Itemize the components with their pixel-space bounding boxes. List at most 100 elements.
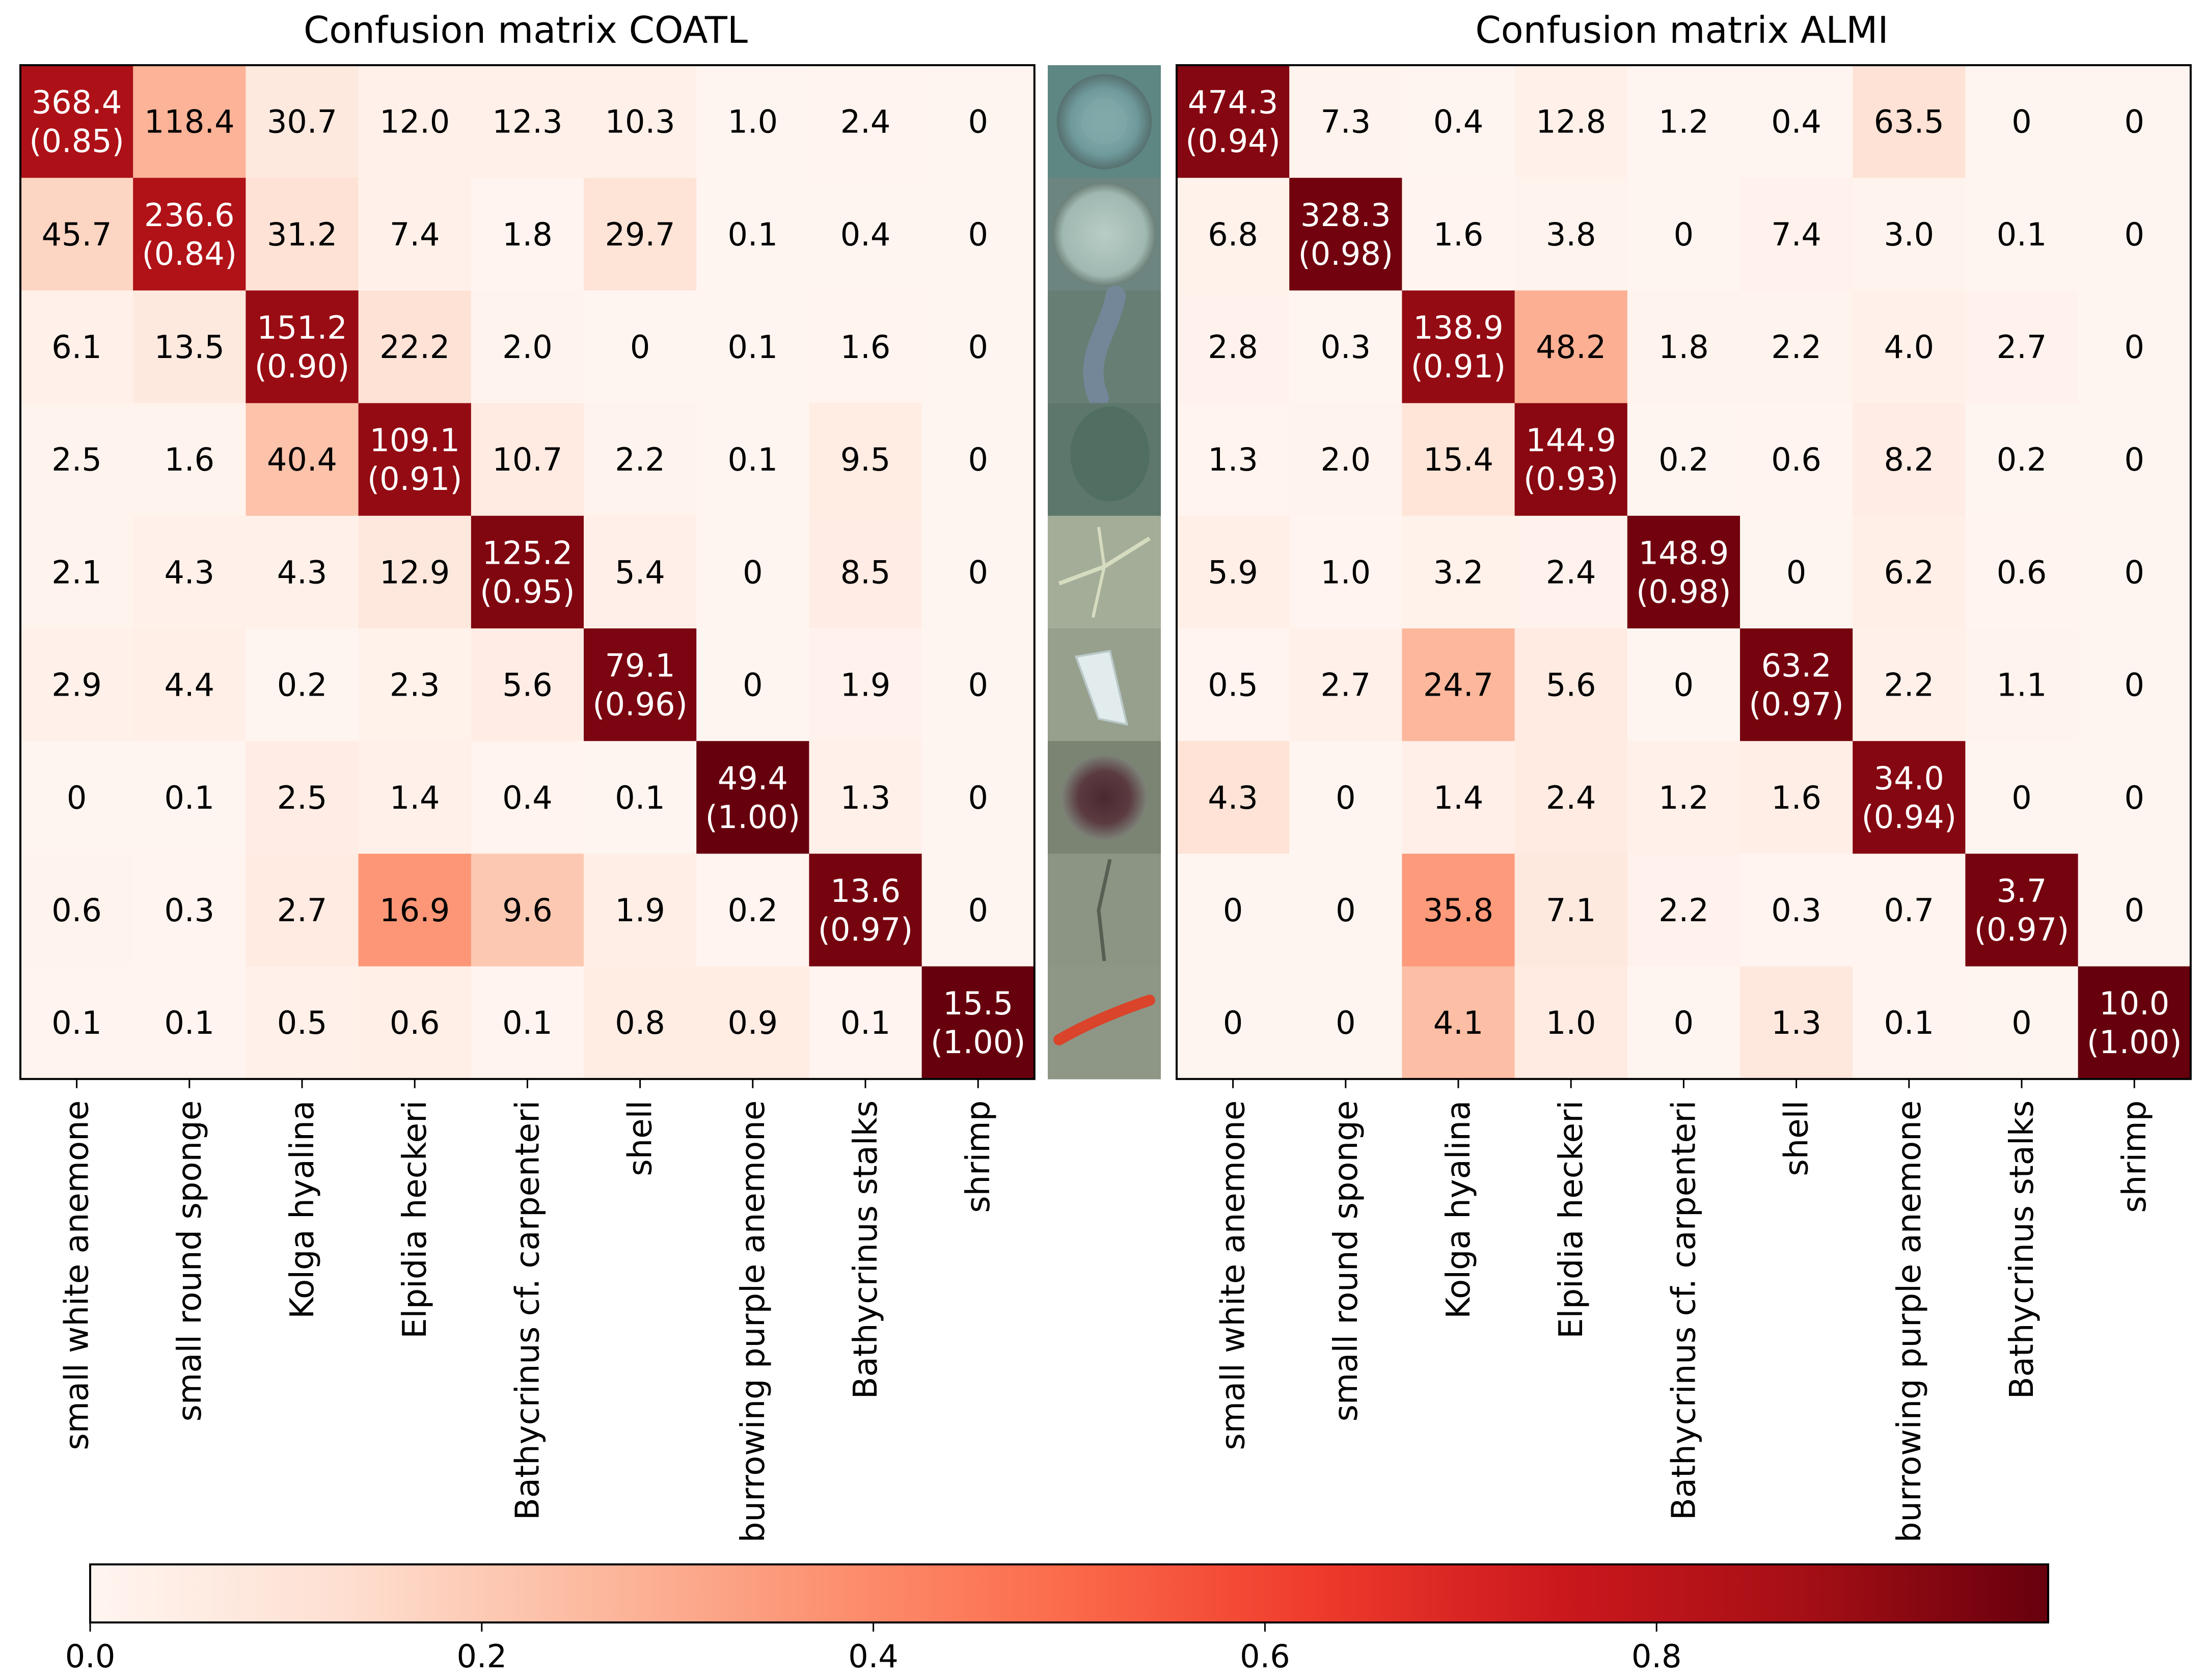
cell-value-label: 3.0 (1884, 216, 1934, 253)
heatmap-cell (584, 65, 697, 178)
cell-value-label: 4.3 (277, 554, 328, 591)
heatmap-cell (1177, 966, 1290, 1080)
cell-value-label: 5.9 (1208, 554, 1258, 591)
cell-value-label: 49.4 (1.00) (705, 760, 800, 836)
heatmap-cell (358, 966, 472, 1080)
heatmap-cell (20, 966, 133, 1080)
cell-value-label: 1.4 (390, 779, 440, 816)
heatmap-cell (921, 178, 1035, 291)
heatmap-cell (2078, 290, 2191, 404)
cell-value-label: 5.6 (1546, 667, 1596, 704)
heatmap-cell (1177, 741, 1290, 854)
heatmap-cell (1177, 65, 1290, 178)
heatmap-cell (1514, 515, 1628, 629)
cell-value-label: 0 (1223, 892, 1243, 929)
heatmap-cell (358, 853, 472, 967)
cell-value-label: 0.7 (1884, 892, 1934, 929)
cell-value-label: 12.9 (379, 554, 450, 591)
heatmap-cell (584, 290, 697, 404)
heatmap-cell (1177, 403, 1290, 516)
cell-value-label: 13.5 (154, 328, 225, 366)
cell-value-label: 0 (67, 779, 87, 816)
heatmap-cell (1853, 178, 1966, 291)
cell-value-label: 12.8 (1536, 103, 1606, 141)
cell-value-label: 0 (1674, 1004, 1694, 1041)
x-tick-label: Bathycrinus cf. carpenteri (509, 1100, 547, 1520)
cell-value-label: 328.3 (0.98) (1298, 197, 1393, 272)
heatmap-cell (809, 290, 922, 404)
cell-value-label: 15.5 (1.00) (931, 985, 1025, 1061)
heatmap-cell (246, 65, 359, 178)
cell-value-label: 3.8 (1546, 216, 1596, 253)
cell-value-label: 0 (743, 667, 763, 704)
colorbar-tick-label: 0.6 (1240, 1638, 1290, 1675)
cell-value-label: 0.2 (277, 667, 328, 704)
cell-value-label: 0.1 (164, 779, 214, 816)
cell-value-label: 2.9 (51, 667, 102, 704)
heatmap-cell (1514, 966, 1628, 1080)
example-image-strip (1048, 65, 1161, 1080)
cell-value-label: 0.2 (1997, 441, 2047, 478)
cell-value-label: 8.5 (840, 554, 891, 591)
heatmap-cell (20, 853, 133, 967)
cell-value-label: 12.0 (379, 103, 450, 141)
cell-value-label: 2.2 (1658, 892, 1709, 929)
cell-value-label: 0.1 (727, 216, 778, 253)
cell-value-label: 2.0 (1320, 441, 1371, 478)
heatmap-cell (809, 403, 922, 516)
cell-value-label: 1.2 (1658, 103, 1709, 141)
heatmap-cell (1289, 290, 1402, 404)
cell-value-label: 138.9 (0.91) (1411, 309, 1506, 385)
heatmap-cell (696, 628, 809, 741)
heatmap-cell (1402, 628, 1515, 741)
heatmap-cell (584, 178, 697, 291)
heatmap-cell (1514, 403, 1628, 516)
heatmap-cell (1402, 65, 1515, 178)
cell-value-label: 0 (1336, 1004, 1355, 1041)
x-tick-label: shell (622, 1100, 660, 1176)
cell-value-label: 2.2 (1771, 328, 1821, 366)
cell-value-label: 6.8 (1208, 216, 1258, 253)
heatmap-cell (696, 65, 809, 178)
heatmap-cell (20, 741, 133, 854)
cell-value-label: 63.5 (1874, 103, 1944, 141)
colorbar-tick-label: 0.2 (456, 1638, 507, 1675)
heatmap-cell (1853, 403, 1966, 516)
cell-value-label: 0.6 (1771, 441, 1821, 478)
cell-value-label: 0.4 (502, 779, 553, 816)
heatmap-cell (246, 403, 359, 516)
heatmap-cell (471, 741, 584, 854)
cell-value-label: 40.4 (267, 441, 337, 478)
example-image-bathycrinus-stalks (1048, 853, 1161, 967)
heatmap-cell (696, 966, 809, 1080)
heatmap-cell (1402, 741, 1515, 854)
cell-value-label: 0.1 (51, 1004, 102, 1041)
cell-value-label: 7.3 (1320, 103, 1371, 141)
cell-value-label: 236.6 (0.84) (142, 197, 237, 272)
heatmap-cell (809, 515, 922, 629)
cell-value-label: 45.7 (42, 216, 112, 253)
cell-value-label: 10.7 (492, 441, 562, 478)
heatmap-cell (1740, 853, 1853, 967)
heatmap-cell (1965, 290, 2079, 404)
heatmap-cell (133, 515, 246, 629)
cell-value-label: 0 (968, 216, 988, 253)
cell-value-label: 0.6 (1997, 554, 2047, 591)
example-image-burrowing-purple-anemone (1048, 741, 1161, 854)
x-tick-label: burrowing purple anemone (735, 1100, 772, 1543)
cell-value-label: 0 (1786, 554, 1806, 591)
cell-value-label: 0.5 (1208, 667, 1258, 704)
cell-value-label: 30.7 (267, 103, 337, 141)
cell-value-label: 0 (2124, 441, 2144, 478)
cell-value-label: 2.4 (1546, 779, 1596, 816)
x-tick-label: shrimp (960, 1100, 997, 1213)
heatmap-cell (1627, 403, 1740, 516)
cell-value-label: 1.8 (502, 216, 553, 253)
heatmap-cell (1740, 628, 1853, 741)
heatmap-cell (809, 178, 922, 291)
cell-value-label: 13.6 (0.97) (818, 872, 913, 948)
cell-value-label: 0 (1336, 779, 1355, 816)
cell-value-label: 0 (1223, 1004, 1243, 1041)
cell-value-label: 0.3 (1320, 328, 1371, 366)
